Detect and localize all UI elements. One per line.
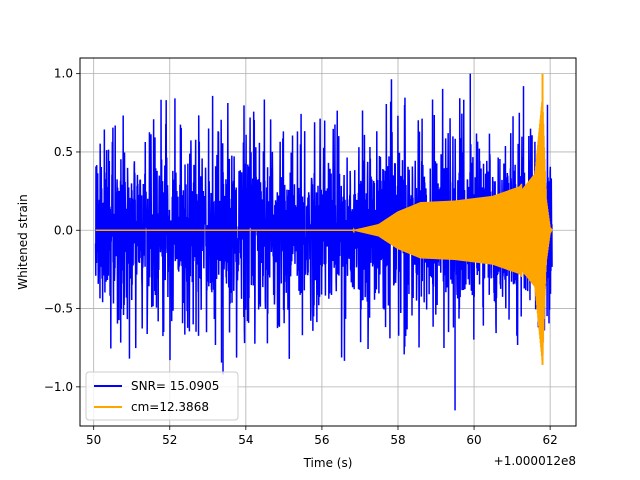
- x-tick-label: 58: [390, 433, 405, 447]
- y-tick-label: 1.0: [54, 67, 73, 81]
- y-tick-label: 0.0: [54, 223, 73, 237]
- legend-label-cm: cm=12.3868: [131, 400, 209, 414]
- x-tick-label: 52: [162, 433, 177, 447]
- x-tick-label: 50: [86, 433, 101, 447]
- y-axis-label: Whitened strain: [16, 194, 30, 290]
- legend-label-snr: SNR= 15.0905: [131, 379, 219, 393]
- legend-box: [85, 371, 239, 421]
- x-tick-label: 62: [542, 433, 557, 447]
- x-tick-label: 54: [238, 433, 253, 447]
- plot-frame: [79, 57, 577, 427]
- y-tick-label: −0.5: [44, 302, 73, 316]
- x-tick-label: 56: [314, 433, 329, 447]
- x-axis-label: Time (s): [303, 456, 353, 470]
- legend: SNR= 15.0905 cm=12.3868: [85, 371, 239, 421]
- series-cm-line: [95, 98, 553, 365]
- x-tick-label: 60: [466, 433, 481, 447]
- x-offset-label: +1.000012e8: [494, 454, 576, 468]
- ticks: 50 52 54 56 58 60 62 −1.0 −0.5 0.0 0.5 1.0: [44, 67, 558, 447]
- y-tick-label: 0.5: [54, 145, 73, 159]
- y-tick-label: −1.0: [44, 380, 73, 394]
- series-layer: [94, 73, 553, 411]
